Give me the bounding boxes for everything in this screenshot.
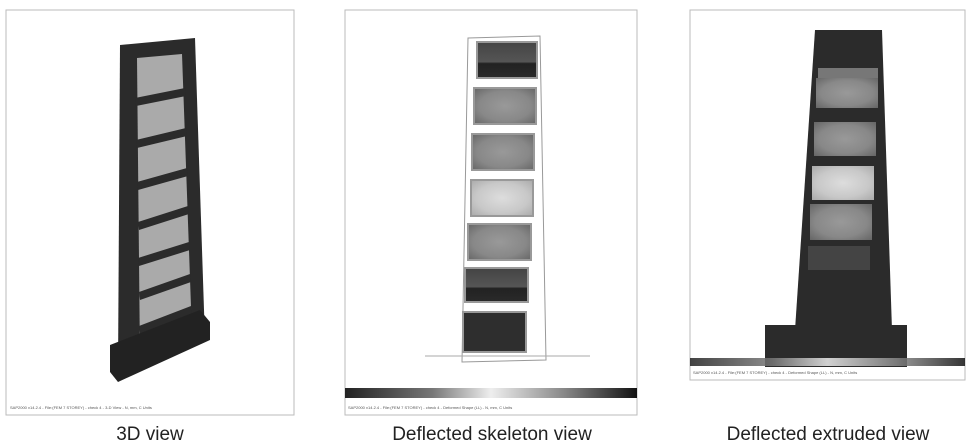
caption: Deflected skeleton view: [392, 424, 592, 445]
status-text: SAP2000 v14.2.4 - File:(FEM 7 STOREY) - …: [348, 405, 512, 410]
panel-skeleton: SAP2000 v14.2.4 - File:(FEM 7 STOREY) - …: [345, 10, 637, 445]
page: SAP2000 v14.2.4 - File:(FEM 7 STOREY) - …: [0, 0, 969, 446]
caption: Deflected extruded view: [727, 424, 930, 445]
status-text: SAP2000 v14.2.4 - File:(FEM 7 STOREY) - …: [693, 370, 857, 375]
caption: 3D view: [116, 424, 184, 445]
panel-extruded: SAP2000 v14.2.4 - File:(FEM 7 STOREY) - …: [690, 10, 965, 445]
panel-3d: SAP2000 v14.2.4 - File:(FEM 7 STOREY) - …: [6, 10, 294, 445]
figure: SAP2000 v14.2.4 - File:(FEM 7 STOREY) - …: [0, 0, 969, 446]
status-text: SAP2000 v14.2.4 - File:(FEM 7 STOREY) - …: [10, 405, 152, 410]
